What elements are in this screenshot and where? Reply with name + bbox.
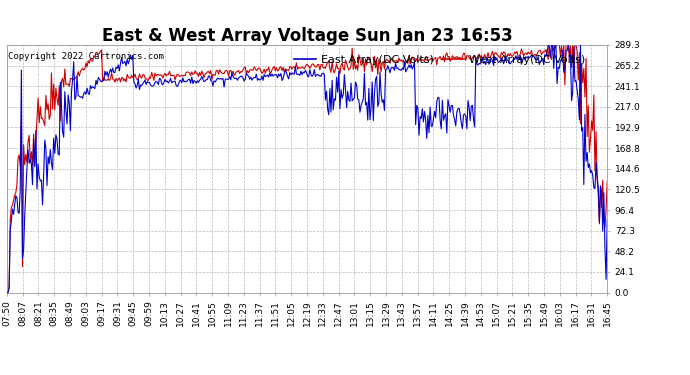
Title: East & West Array Voltage Sun Jan 23 16:53: East & West Array Voltage Sun Jan 23 16:… xyxy=(101,27,513,45)
Legend: East Array(DC Volts), West Array(DC Volts): East Array(DC Volts), West Array(DC Volt… xyxy=(289,51,590,69)
Text: Copyright 2022 Cartronics.com: Copyright 2022 Cartronics.com xyxy=(8,53,164,62)
